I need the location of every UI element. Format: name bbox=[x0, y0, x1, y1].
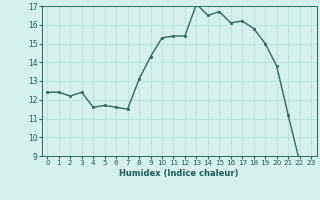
X-axis label: Humidex (Indice chaleur): Humidex (Indice chaleur) bbox=[119, 169, 239, 178]
